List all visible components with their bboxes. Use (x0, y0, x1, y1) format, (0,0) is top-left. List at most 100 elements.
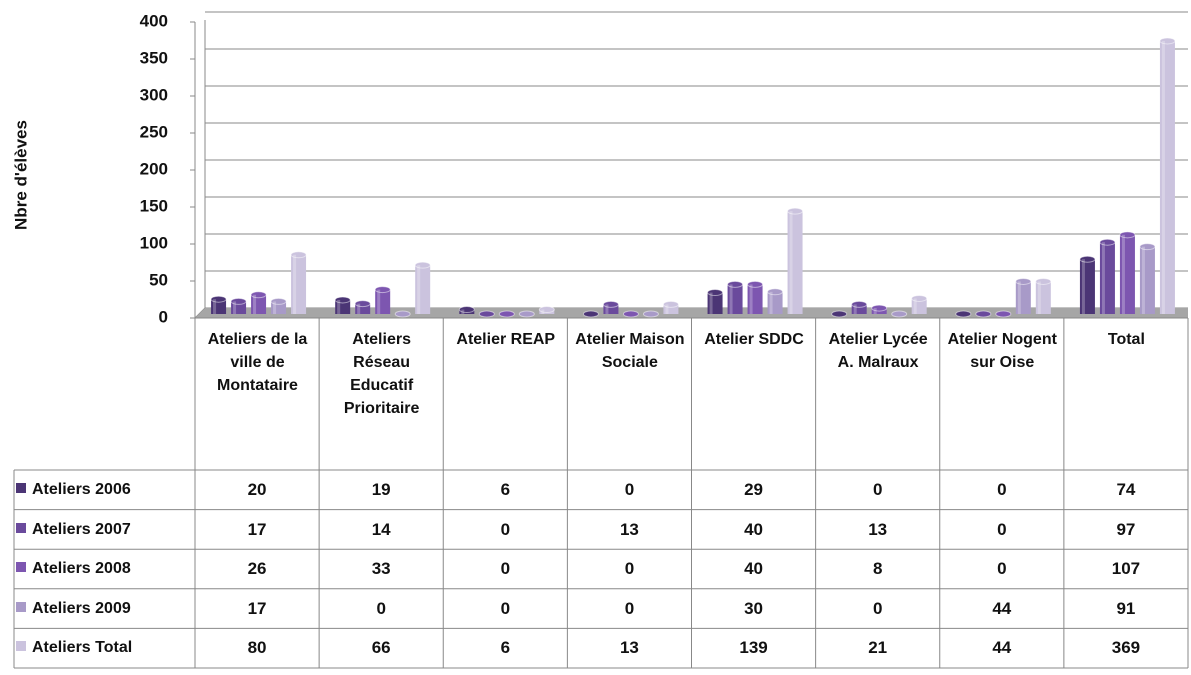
y-tick-label: 150 (140, 196, 168, 215)
bar (374, 286, 391, 314)
table-value: 0 (624, 598, 635, 618)
y-tick-label: 50 (149, 270, 168, 289)
bar (891, 310, 908, 318)
bar (995, 310, 1012, 318)
floor (195, 308, 1188, 318)
legend-entry: Ateliers Total (16, 628, 132, 667)
bar (955, 310, 972, 318)
table-value: 0 (500, 519, 511, 539)
y-tick-label: 300 (140, 85, 168, 104)
bar (394, 310, 411, 318)
category-label: Ateliers Réseau Educatif Prioritaire (343, 331, 420, 417)
y-tick-label: 350 (140, 48, 168, 67)
category-label: Ateliers de la ville de Montataire (207, 331, 308, 394)
bar (230, 297, 247, 314)
table-value: 0 (997, 519, 1007, 539)
y-axis-label: Nbre d'élèves (11, 120, 30, 230)
table-value: 91 (1116, 598, 1136, 618)
table-value: 6 (500, 480, 511, 499)
table-value: 0 (624, 480, 635, 499)
y-tick-label: 100 (140, 233, 168, 252)
bar (727, 280, 744, 314)
table-value: 40 (744, 519, 764, 539)
bar (1119, 231, 1136, 314)
y-tick-label: 0 (159, 307, 168, 326)
bar (911, 294, 928, 314)
bar (871, 304, 888, 314)
table-value: 44 (992, 598, 1012, 618)
table-value: 0 (500, 559, 511, 579)
bar (1079, 255, 1096, 314)
bar (1159, 37, 1176, 314)
category-label: Atelier SDDC (704, 331, 804, 348)
table-value: 0 (872, 598, 883, 618)
table-value: 26 (247, 559, 267, 579)
bar (270, 297, 287, 314)
bar (662, 300, 679, 314)
legend-entry: Ateliers 2007 (16, 510, 131, 549)
category-label: Atelier REAP (456, 331, 556, 348)
back-wall (194, 20, 1188, 319)
table-value: 17 (247, 519, 267, 539)
bar (642, 310, 659, 318)
table-value: 369 (1111, 638, 1141, 658)
bar (1035, 277, 1052, 314)
bar (250, 291, 267, 314)
bar (707, 289, 724, 314)
table-value: 14 (371, 519, 391, 539)
table-value: 66 (371, 638, 391, 658)
table-value: 20 (247, 480, 267, 499)
bar (518, 310, 535, 318)
legend-label: Ateliers Total (32, 639, 133, 657)
table-value: 0 (997, 559, 1007, 579)
legend-label: Ateliers 2007 (32, 520, 131, 538)
bar (290, 251, 307, 314)
y-tick-label: 400 (140, 11, 168, 30)
table-value: 17 (247, 598, 267, 618)
bar (767, 288, 784, 314)
table-value: 80 (247, 638, 267, 658)
legend-swatch (16, 641, 26, 652)
table-value: 97 (1116, 519, 1136, 539)
bar (582, 310, 599, 318)
legend-entry: Ateliers 2009 (16, 589, 131, 628)
table-value: 6 (500, 638, 511, 658)
table-value: 0 (624, 559, 635, 579)
bar (414, 261, 431, 314)
table-value: 33 (371, 559, 391, 579)
table-value: 44 (992, 638, 1012, 658)
bar (747, 280, 764, 314)
table-value: 8 (872, 559, 883, 579)
bar (975, 310, 992, 318)
table-value: 0 (500, 598, 511, 618)
category-label: Atelier Lycée A. Malraux (828, 331, 928, 371)
bar (1099, 238, 1116, 314)
table-value: 40 (744, 559, 764, 579)
bar (334, 296, 351, 314)
table-value: 0 (376, 598, 386, 618)
bar (787, 207, 804, 314)
category-label: Atelier Maison Sociale (575, 331, 685, 371)
table-value: 0 (872, 480, 883, 499)
legend-swatch (16, 601, 26, 612)
bar (538, 306, 555, 314)
table-value: 13 (619, 519, 639, 539)
legend-swatch (16, 522, 26, 533)
bar (1015, 277, 1032, 314)
bar (622, 310, 639, 318)
bar (498, 310, 515, 318)
table-value: 29 (744, 480, 764, 499)
legend-label: Ateliers 2008 (32, 560, 131, 578)
bar (354, 300, 371, 314)
category-label: Total (1107, 331, 1145, 348)
category-label: Atelier Nogent sur Oise (947, 331, 1057, 371)
table-value: 21 (868, 638, 888, 658)
bar (851, 300, 868, 314)
table-value: 13 (868, 519, 888, 539)
bar (602, 300, 619, 314)
legend-label: Ateliers 2006 (32, 481, 131, 498)
table-value: 107 (1111, 559, 1141, 579)
legend-label: Ateliers 2009 (32, 599, 131, 617)
